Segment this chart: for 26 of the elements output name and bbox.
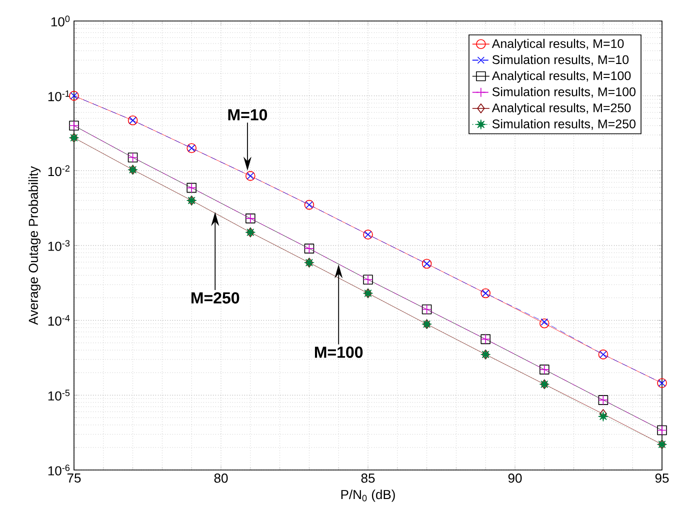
x-tick-label: 95	[655, 474, 669, 483]
y-tick-label: 10$^{-1}$	[48, 90, 70, 102]
annotation: M=10	[228, 109, 268, 120]
y-tick-label: 10$^{0}$	[51, 16, 70, 26]
point	[540, 318, 550, 328]
y-tick-label: 10$^{-4}$	[48, 314, 70, 326]
annotation: M=250	[192, 292, 240, 304]
point	[598, 412, 608, 422]
point	[540, 318, 548, 326]
legend-label: Simulation results, M=250	[492, 119, 636, 130]
y-tick-label: 10$^{-5}$	[48, 390, 70, 401]
legend-label: Analytical results, M=10	[492, 38, 624, 51]
x-tick-label: 85	[361, 474, 375, 483]
x-axis-title: P/N$_{0}$ (dB)	[341, 490, 395, 502]
y-tick-label: 10$^{-2}$	[48, 165, 70, 176]
legend-label: Simulation results, M=100	[492, 87, 636, 98]
x-tick-label: 80	[214, 474, 228, 483]
x-tick-label: 90	[508, 474, 522, 483]
y-tick-label: 10$^{-3}$	[48, 240, 70, 251]
y-tick-label: 10$^{-6}$	[48, 464, 70, 476]
x-tick-label: 75	[67, 474, 81, 483]
legend-label: Analytical results, M=250	[492, 103, 631, 115]
annotation: M=100	[314, 346, 363, 358]
y-axis-title: Average Outage Probability	[28, 166, 41, 325]
legend-label: Analytical results, M=100	[492, 70, 631, 83]
legend-label: Simulation results, M=10	[492, 54, 629, 66]
